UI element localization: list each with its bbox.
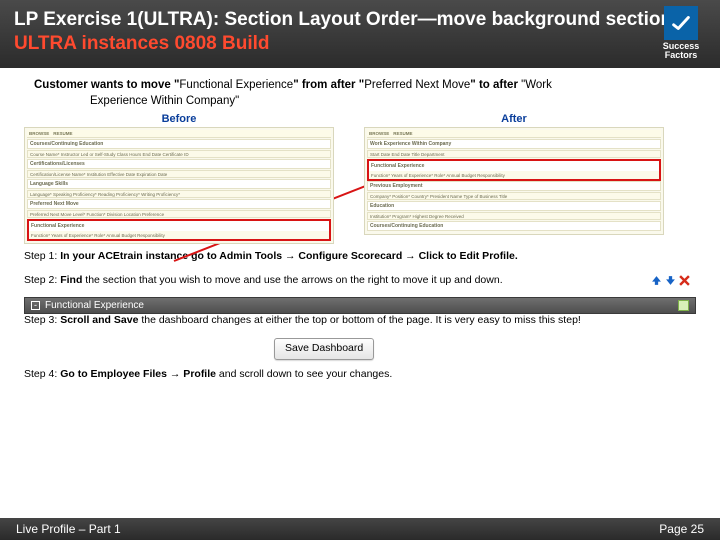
step-1: Step 1: In your ACEtrain instance go to … (24, 250, 696, 264)
before-after-row: Before BROWSERESUME Courses/Continuing E… (24, 113, 696, 244)
delete-icon[interactable] (679, 275, 690, 286)
edit-icon[interactable] (678, 300, 689, 311)
brand-logo: Success Factors (652, 6, 710, 60)
move-down-icon[interactable] (665, 275, 676, 286)
before-mock: BROWSERESUME Courses/Continuing Educatio… (24, 127, 334, 244)
footer-left: Live Profile – Part 1 (16, 522, 121, 536)
slide-title: LP Exercise 1(ULTRA): Section Layout Ord… (14, 8, 706, 56)
footer-page: Page 25 (659, 522, 704, 536)
title-white: LP Exercise 1(ULTRA): Section Layout Ord… (14, 9, 688, 30)
functional-experience-bar[interactable]: - Functional Experience (24, 297, 696, 314)
after-column: After BROWSERESUME Work Experience Withi… (364, 113, 664, 235)
after-mock: BROWSERESUME Work Experience Within Comp… (364, 127, 664, 235)
reorder-controls (651, 275, 696, 286)
step-2-row: Step 2: Find the section that you wish t… (24, 274, 696, 288)
slide-footer: Live Profile – Part 1 Page 25 (0, 518, 720, 540)
before-column: Before BROWSERESUME Courses/Continuing E… (24, 113, 334, 244)
logo-icon (664, 6, 698, 40)
step-4: Step 4: Go to Employee Files → Profile a… (24, 368, 696, 382)
logo-text-2: Factors (652, 51, 710, 60)
after-label: After (364, 113, 664, 125)
slide-body: Customer wants to move "Functional Exper… (0, 68, 720, 381)
step-2: Step 2: Find the section that you wish t… (24, 274, 651, 288)
fx-bar-label: Functional Experience (45, 299, 144, 312)
slide-header: LP Exercise 1(ULTRA): Section Layout Ord… (0, 0, 720, 68)
collapse-icon[interactable]: - (31, 301, 40, 310)
step-3: Step 3: Scroll and Save the dashboard ch… (24, 314, 696, 328)
save-dashboard-button[interactable]: Save Dashboard (274, 338, 374, 360)
before-label: Before (24, 113, 334, 125)
move-up-icon[interactable] (651, 275, 662, 286)
steps: Step 1: In your ACEtrain instance go to … (24, 250, 696, 381)
title-red: ULTRA instances 0808 Build (14, 33, 270, 54)
customer-request: Customer wants to move "Functional Exper… (24, 78, 696, 109)
